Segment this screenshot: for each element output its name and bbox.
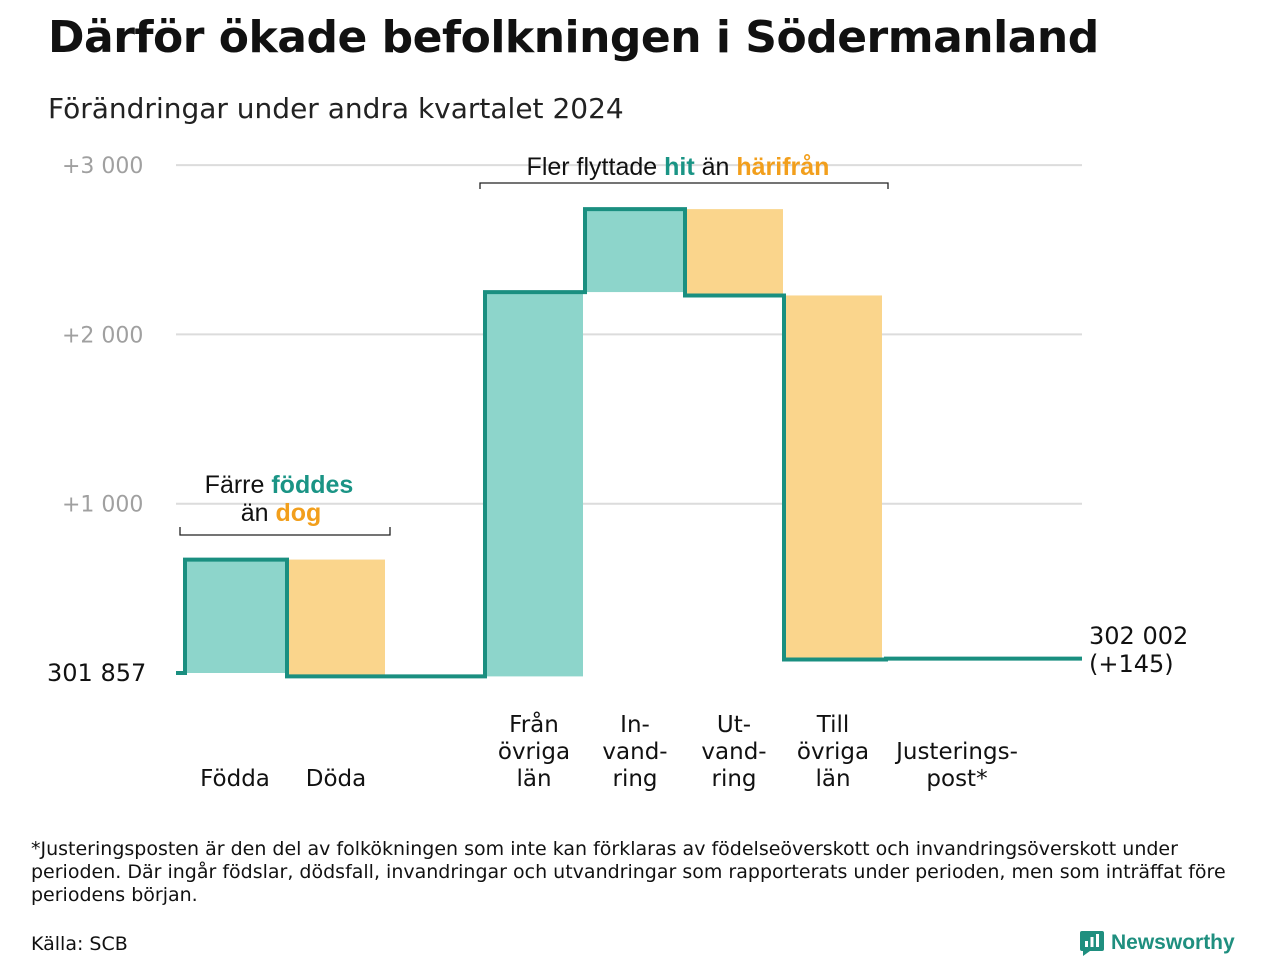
x-axis-label: ring [612,766,657,792]
x-axis-label: ring [711,766,756,792]
annotation-migration: Fler flyttade hit än härifrån [527,153,830,181]
x-axis-label: Döda [306,766,366,792]
bar-in [585,209,685,293]
x-axis-label: vand- [602,739,667,765]
x-axis-label: Justerings- [894,739,1018,765]
logo-text: Newsworthy [1111,931,1235,954]
x-axis-label: In- [620,712,650,738]
bar-in [185,559,285,673]
x-axis-label: Födda [200,766,270,792]
x-axis-label: post* [926,766,987,792]
newsworthy-logo: Newsworthy [1079,929,1235,957]
bar-out [287,559,385,677]
start-value-label: 301 857 [47,659,146,687]
y-tick-label: +2 000 [62,323,143,348]
annotation-bracket-migration [479,182,889,189]
bar-in [485,292,583,677]
x-axis-label: Ut- [717,712,751,738]
annotation-births-deaths-line1: Färre föddes [205,471,354,499]
bar-out [685,209,783,296]
x-axis-label: Från [509,710,559,738]
x-axis-label: övriga [797,739,869,765]
x-axis-label: län [815,766,850,792]
footnote: *Justeringsposten är den del av folkökni… [31,838,1226,906]
end-value-label: 302 002 [1089,622,1188,650]
annotation-bracket-births-deaths [179,527,391,536]
annotation-births-deaths-line2: än dog [241,499,322,527]
x-axis-label: Till [816,712,850,738]
cumulative-line [176,207,1082,679]
source-note: Källa: SCB [31,933,128,955]
end-change-label: (+145) [1089,650,1174,678]
chart-subtitle: Förändringar under andra kvartalet 2024 [48,92,624,125]
y-tick-label: +1 000 [62,493,143,518]
bar-out [784,295,882,660]
x-axis-label: övriga [498,739,570,765]
chart-title: Därför ökade befolkningen i Södermanland [48,12,1099,63]
newsworthy-logo-icon [1080,931,1104,956]
x-axis-label: län [516,766,551,792]
x-axis-label: vand- [701,739,766,765]
y-tick-label: +3 000 [62,154,143,179]
waterfall-chart: +1 000 +2 000 +3 000 301 857 302 002(+145) Fö… [47,153,1188,792]
